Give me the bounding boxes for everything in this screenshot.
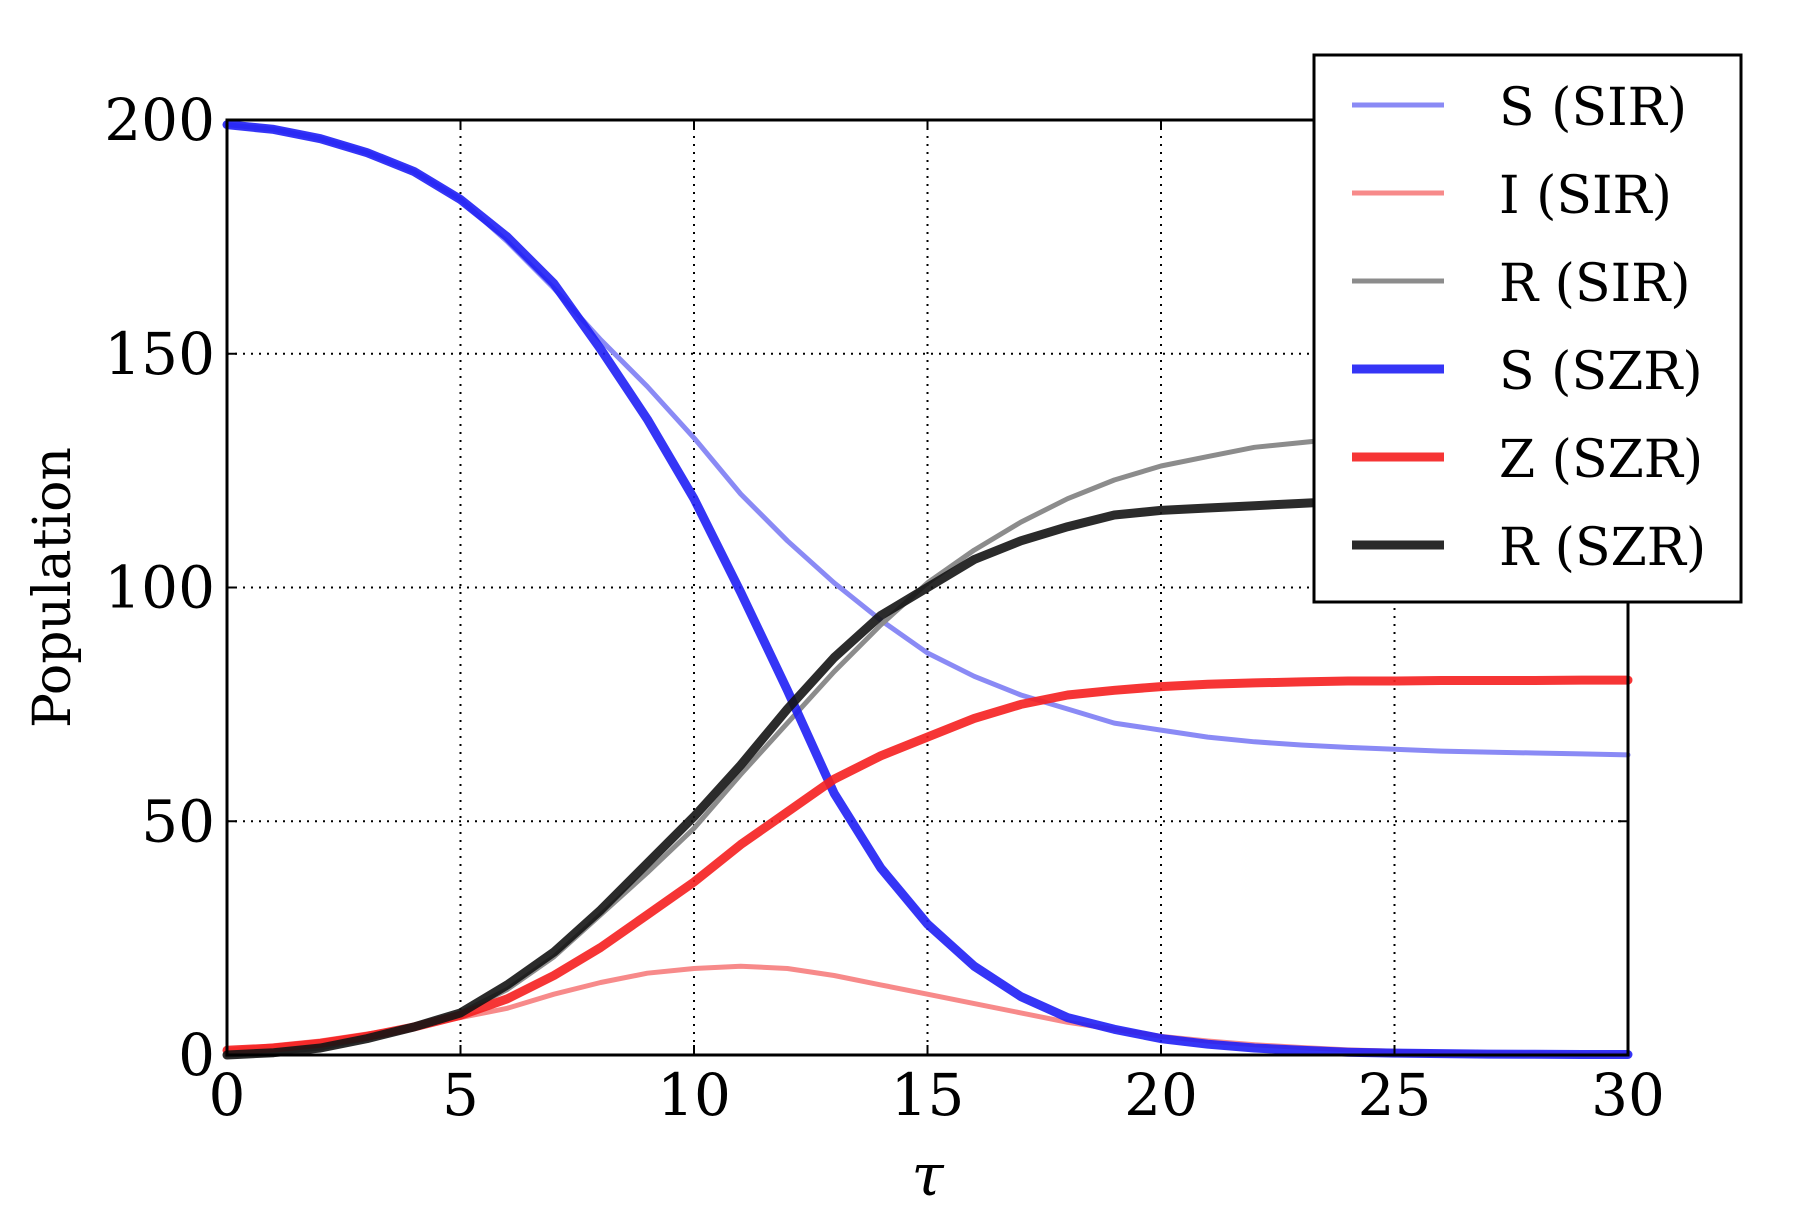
y-tick-label: 0 bbox=[178, 1021, 215, 1089]
x-tick-label: 20 bbox=[1124, 1061, 1198, 1129]
axis-ticks: 0 5 10 15 20 25 30 0 50 100 150 200 bbox=[104, 86, 1665, 1129]
x-tick-label: 25 bbox=[1358, 1061, 1432, 1129]
y-tick-label: 50 bbox=[141, 787, 215, 855]
grid bbox=[227, 120, 1628, 1055]
legend: S (SIR) I (SIR) R (SIR) S (SZR) Z (SZR) R (SZ… bbox=[1312, 53, 1743, 604]
y-axis-label: Population bbox=[23, 447, 83, 728]
legend-label: R (SZR) bbox=[1499, 518, 1706, 578]
x-tick-label: 30 bbox=[1591, 1061, 1665, 1129]
x-tick-label: 0 bbox=[209, 1061, 246, 1129]
y-tick-label: 200 bbox=[104, 86, 215, 154]
y-tick-label: 150 bbox=[104, 320, 215, 388]
legend-label: S (SZR) bbox=[1499, 342, 1703, 402]
y-tick-label: 100 bbox=[104, 554, 215, 622]
legend-label: I (SIR) bbox=[1499, 166, 1672, 226]
legend-label: R (SIR) bbox=[1499, 254, 1691, 314]
x-tick-label: 10 bbox=[657, 1061, 731, 1129]
x-axis-label: τ bbox=[911, 1141, 944, 1200]
series-lines bbox=[222, 120, 1633, 1060]
legend-box bbox=[1312, 53, 1743, 604]
legend-label: Z (SZR) bbox=[1499, 430, 1703, 490]
x-tick-label: 5 bbox=[442, 1061, 479, 1129]
legend-label: S (SIR) bbox=[1499, 78, 1687, 138]
x-tick-label: 15 bbox=[891, 1061, 965, 1129]
